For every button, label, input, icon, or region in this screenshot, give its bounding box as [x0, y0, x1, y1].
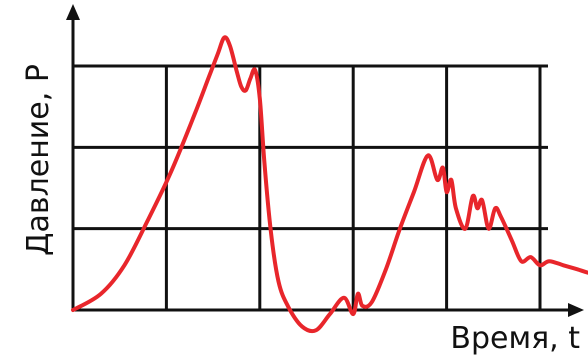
y-axis-label: Давление, P — [21, 64, 56, 256]
y-axis-arrow — [66, 4, 80, 20]
chart-series — [71, 35, 588, 334]
series-line-0 — [71, 35, 588, 334]
x-axis-arrow — [568, 303, 584, 317]
chart-axes — [66, 4, 584, 317]
x-axis-label: Время, t — [450, 321, 580, 356]
chart-grid — [73, 64, 548, 310]
